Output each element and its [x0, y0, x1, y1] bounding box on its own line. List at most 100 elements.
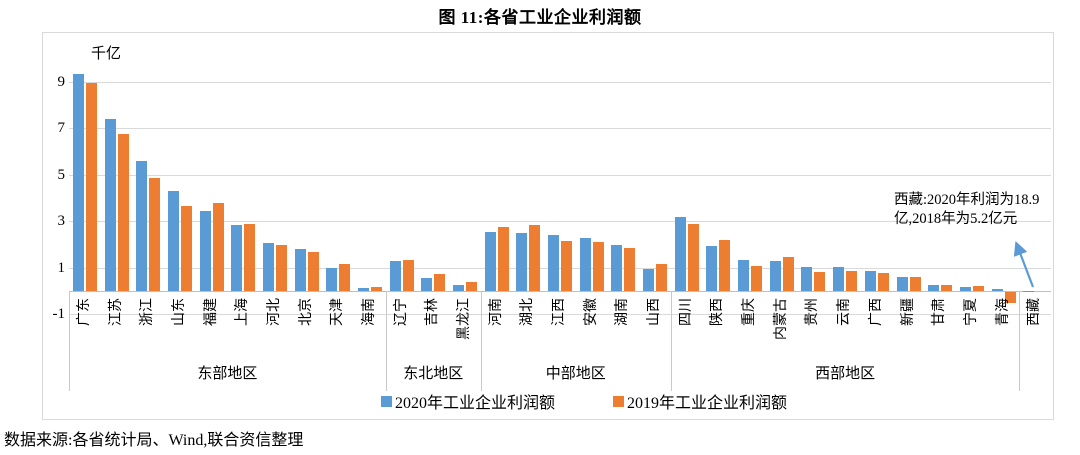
bar-福建-2019年: [212, 202, 224, 291]
y-axis-unit-label: 千亿: [91, 46, 122, 62]
y-tick-label: 5: [57, 167, 66, 183]
x-category-label-山东: 山东: [171, 298, 187, 326]
x-category-label-湖南: 湖南: [615, 298, 631, 326]
chart-title: 图 11:各省工业企业利润额: [438, 8, 642, 27]
x-category-label-宁夏: 宁夏: [963, 298, 979, 326]
x-category-label-重庆: 重庆: [742, 298, 758, 326]
legend-swatch-icon: [380, 395, 392, 407]
bar-上海-2019年: [244, 223, 256, 291]
y-tick-label: 7: [57, 120, 66, 136]
bar-新疆-2020年: [896, 276, 908, 291]
gridline-y5: [69, 175, 1051, 176]
bar-黑龙江-2020年: [453, 284, 464, 291]
bar-青海-2020年: [991, 288, 1003, 291]
legend-swatch-icon: [613, 395, 624, 407]
bar-湖北-2020年: [516, 232, 528, 291]
x-category-label-黑龙江: 黑龙江: [457, 298, 472, 340]
x-category-label-广西: 广西: [868, 298, 884, 326]
bar-四川-2019年: [687, 223, 699, 291]
bar-河北-2019年: [275, 244, 287, 291]
annotation-arrow-icon: [1013, 240, 1035, 288]
x-category-label-浙江: 浙江: [140, 298, 156, 326]
x-category-label-北京: 北京: [298, 298, 314, 326]
x-category-label-湖北: 湖北: [520, 298, 536, 326]
bar-广西-2020年: [864, 271, 876, 291]
bar-山东-2020年: [167, 191, 179, 291]
bar-江苏-2020年: [104, 118, 116, 291]
legend-item-2019: 2019年工业企业利润额: [613, 389, 787, 413]
region-label-西部地区: 西部地区: [815, 366, 876, 382]
bar-广东-2020年: [72, 73, 84, 291]
bar-宁夏-2020年: [959, 286, 971, 291]
annotation-text: 西藏:2020年利润为18.9 亿,2018年为5.2亿元: [894, 191, 1074, 229]
y-tick-label: 1: [57, 260, 66, 276]
region-divider: [69, 291, 70, 391]
bar-北京-2020年: [294, 249, 306, 292]
bar-辽宁-2019年: [402, 259, 414, 291]
x-axis-line: [69, 291, 1051, 292]
legend-item-2020: 2020年工业企业利润额: [380, 389, 555, 413]
legend-label: 2019年工业企业利润额: [627, 395, 788, 412]
x-category-label-江苏: 江苏: [108, 298, 124, 326]
bar-天津-2020年: [326, 267, 338, 292]
x-category-label-辽宁: 辽宁: [393, 298, 409, 326]
bar-江西-2019年: [561, 241, 572, 291]
x-category-label-河北: 河北: [266, 298, 282, 326]
x-category-label-上海: 上海: [235, 298, 251, 326]
bar-新疆-2019年: [909, 277, 921, 291]
bar-宁夏-2019年: [972, 286, 984, 291]
x-category-label-西藏: 西藏: [1027, 298, 1043, 326]
legend: 2020年工业企业利润额 2019年工业企业利润额: [79, 389, 1080, 413]
bar-广东-2019年: [85, 82, 97, 291]
bar-贵州-2020年: [801, 267, 813, 291]
bar-青海-2019年: [1004, 292, 1016, 303]
x-category-label-河南: 河南: [488, 298, 504, 326]
bar-广西-2019年: [877, 273, 889, 291]
region-divider: [670, 291, 672, 391]
bar-辽宁-2020年: [389, 260, 401, 291]
annotation-line-1: 西藏:2020年利润为18.9: [894, 192, 1040, 208]
y-tick-label: 3: [57, 213, 66, 229]
gridline-y3: [69, 221, 1051, 222]
bar-重庆-2020年: [738, 260, 750, 291]
region-divider: [480, 291, 482, 391]
bar-河南-2020年: [484, 231, 496, 291]
bar-浙江-2019年: [149, 178, 161, 291]
y-tick-label: 9: [57, 74, 66, 90]
bar-吉林-2020年: [421, 278, 433, 291]
x-category-label-福建: 福建: [203, 298, 219, 326]
bar-湖南-2020年: [611, 244, 623, 291]
bar-上海-2020年: [231, 224, 243, 291]
x-category-label-江西: 江西: [552, 298, 567, 326]
x-category-label-甘肃: 甘肃: [932, 298, 948, 326]
bar-山西-2019年: [656, 264, 667, 291]
bar-海南-2019年: [370, 287, 382, 291]
x-category-label-贵州: 贵州: [805, 298, 821, 326]
bar-重庆-2019年: [751, 265, 763, 291]
bar-安徽-2019年: [592, 242, 604, 291]
bar-西藏-2020年: [1023, 290, 1035, 291]
bar-黑龙江-2019年: [466, 281, 477, 291]
bar-河南-2019年: [497, 227, 509, 291]
bar-云南-2019年: [846, 271, 858, 291]
region-label-中部地区: 中部地区: [545, 366, 606, 382]
region-divider: [385, 291, 387, 391]
x-category-label-云南: 云南: [837, 298, 853, 326]
region-divider: [1019, 291, 1021, 391]
bar-甘肃-2019年: [941, 284, 953, 291]
bar-贵州-2019年: [814, 271, 826, 291]
x-category-label-内蒙古: 内蒙古: [773, 298, 789, 340]
region-label-东北地区: 东北地区: [403, 366, 464, 382]
bar-湖南-2019年: [624, 248, 636, 291]
x-category-label-新疆: 新疆: [900, 298, 916, 326]
bar-天津-2019年: [339, 264, 351, 291]
bar-四川-2020年: [674, 216, 686, 291]
bar-浙江-2020年: [136, 160, 148, 291]
x-category-label-山西: 山西: [647, 298, 662, 326]
legend-label: 2020年工业企业利润额: [394, 395, 555, 412]
bar-云南-2020年: [833, 267, 845, 291]
bar-吉林-2019年: [434, 273, 446, 291]
plot-area: 9 7 5 3 1 -1 广东 江苏 浙江 山东 福建 上海 河北 北京 天津 海南 辽宁 吉林 黑龙江 河南 湖北 江西…: [43, 33, 1053, 419]
x-category-label-青海: 青海: [995, 298, 1011, 326]
bar-山东-2019年: [180, 206, 192, 291]
